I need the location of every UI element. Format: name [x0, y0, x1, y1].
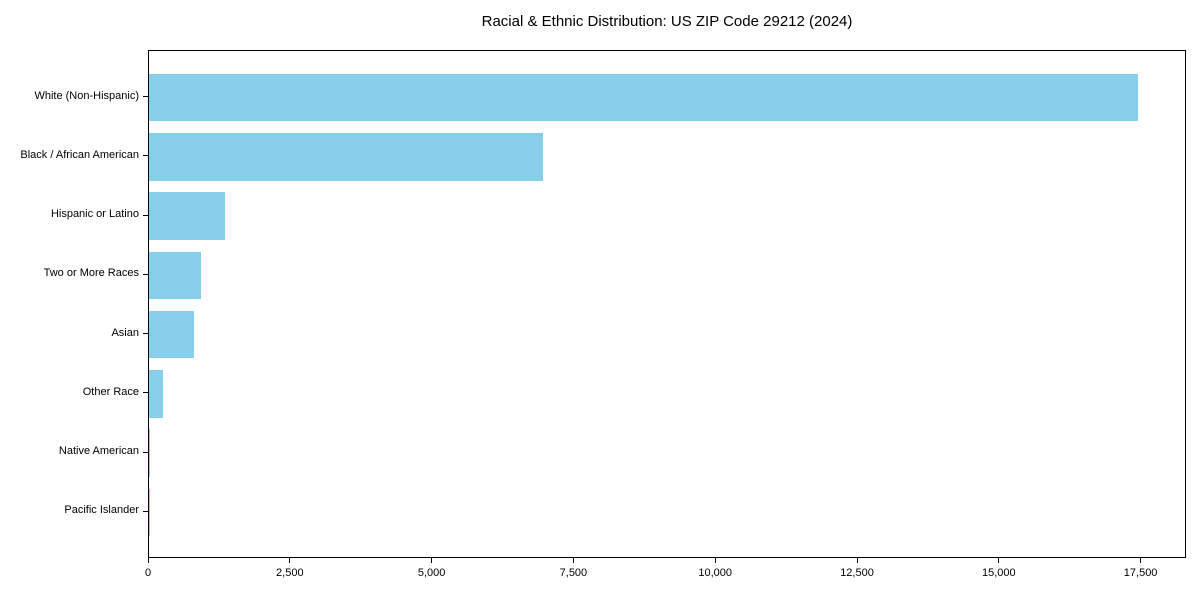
- y-tick-pacific-islander: [143, 510, 148, 512]
- y-tick-black-african-american: [143, 155, 148, 157]
- y-tick-label-two-or-more-races: Two or More Races: [43, 267, 139, 280]
- y-tick-other-race: [143, 392, 148, 394]
- x-tick-label-7-500: 7,500: [559, 567, 588, 579]
- y-tick-label-asian: Asian: [111, 326, 139, 339]
- x-tick-label-17-500: 17,500: [1123, 567, 1158, 579]
- x-tick-15-000: [998, 558, 1000, 563]
- bar-white-non-hispanic: [149, 73, 1138, 122]
- y-tick-white-non-hispanic: [143, 96, 148, 98]
- y-tick-hispanic-or-latino: [143, 214, 148, 216]
- bar-hispanic-or-latino: [149, 192, 226, 240]
- x-tick-5-000: [431, 558, 433, 563]
- y-tick-native-american: [143, 451, 148, 453]
- y-tick-label-white-non-hispanic: White (Non-Hispanic): [34, 89, 139, 102]
- bar-asian: [149, 310, 195, 359]
- y-tick-label-pacific-islander: Pacific Islander: [64, 504, 139, 517]
- x-tick-label-5-000: 5,000: [417, 567, 446, 579]
- x-tick-10-000: [714, 558, 716, 563]
- x-tick-12-500: [856, 558, 858, 563]
- x-tick-label-12-500: 12,500: [840, 567, 874, 579]
- bar-other-race: [149, 370, 164, 418]
- y-tick-label-other-race: Other Race: [82, 385, 139, 398]
- x-tick-17-500: [1140, 558, 1142, 563]
- bar-black-african-american: [149, 133, 544, 181]
- bar-native-american: [149, 429, 151, 477]
- plot-area: [148, 50, 1186, 558]
- chart-title: Racial & Ethnic Distribution: US ZIP Cod…: [481, 13, 853, 30]
- x-tick-2-500: [289, 558, 291, 563]
- x-tick-label-10-000: 10,000: [698, 567, 733, 579]
- x-tick-label-2-500: 2,500: [276, 567, 304, 579]
- y-tick-label-black-african-american: Black / African American: [20, 148, 139, 161]
- x-tick-7-500: [572, 558, 574, 563]
- y-tick-two-or-more-races: [143, 273, 148, 275]
- y-tick-label-hispanic-or-latino: Hispanic or Latino: [50, 208, 139, 221]
- y-tick-label-native-american: Native American: [58, 445, 139, 458]
- bar-two-or-more-races: [149, 251, 202, 300]
- y-tick-asian: [143, 333, 148, 335]
- x-tick-label-0: 0: [144, 567, 152, 579]
- x-tick-0: [147, 558, 149, 563]
- x-tick-label-15-000: 15,000: [981, 567, 1016, 579]
